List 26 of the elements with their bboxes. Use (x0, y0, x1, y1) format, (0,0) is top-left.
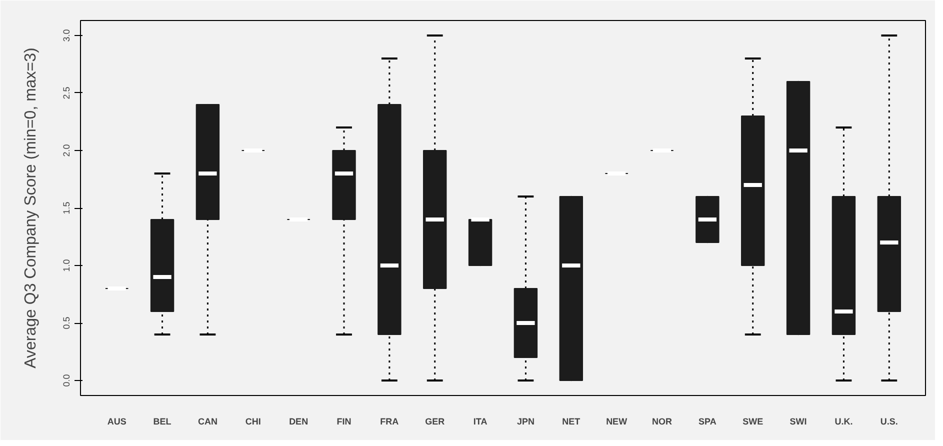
x-tick-label: SPA (698, 416, 717, 426)
x-tick-label: SWI (790, 416, 807, 426)
x-tick-label: GER (425, 416, 446, 426)
x-tick-label: CAN (198, 416, 218, 426)
y-tick-label: 1.0 (62, 259, 72, 272)
x-tick-label: ITA (473, 416, 488, 426)
x-tick-label: CHI (245, 416, 261, 426)
x-tick-label: U.K. (834, 416, 853, 426)
x-tick-label: NOR (652, 416, 673, 426)
x-tick-label: DEN (289, 416, 308, 426)
x-tick-label: FRA (380, 416, 400, 426)
x-tick-label: NEW (606, 416, 628, 426)
y-tick-label: 2.5 (62, 86, 72, 100)
x-tick-label: BEL (153, 416, 172, 426)
x-tick-label: U.S. (880, 416, 898, 426)
x-tick-label: FIN (336, 416, 352, 426)
x-tick-label: AUS (107, 416, 126, 426)
y-axis-title: Average Q3 Company Score (min=0, max=3) (22, 48, 40, 368)
y-tick-label: 0.0 (62, 374, 72, 387)
y-tick-label: 0.5 (62, 316, 72, 330)
x-tick-label: SWE (742, 416, 764, 426)
y-tick-label: 3.0 (62, 29, 72, 42)
x-tick-label: JPN (516, 416, 534, 426)
x-tick-label: NET (562, 416, 581, 426)
y-tick-label: 2.0 (62, 144, 72, 157)
y-tick-label: 1.5 (62, 202, 72, 214)
